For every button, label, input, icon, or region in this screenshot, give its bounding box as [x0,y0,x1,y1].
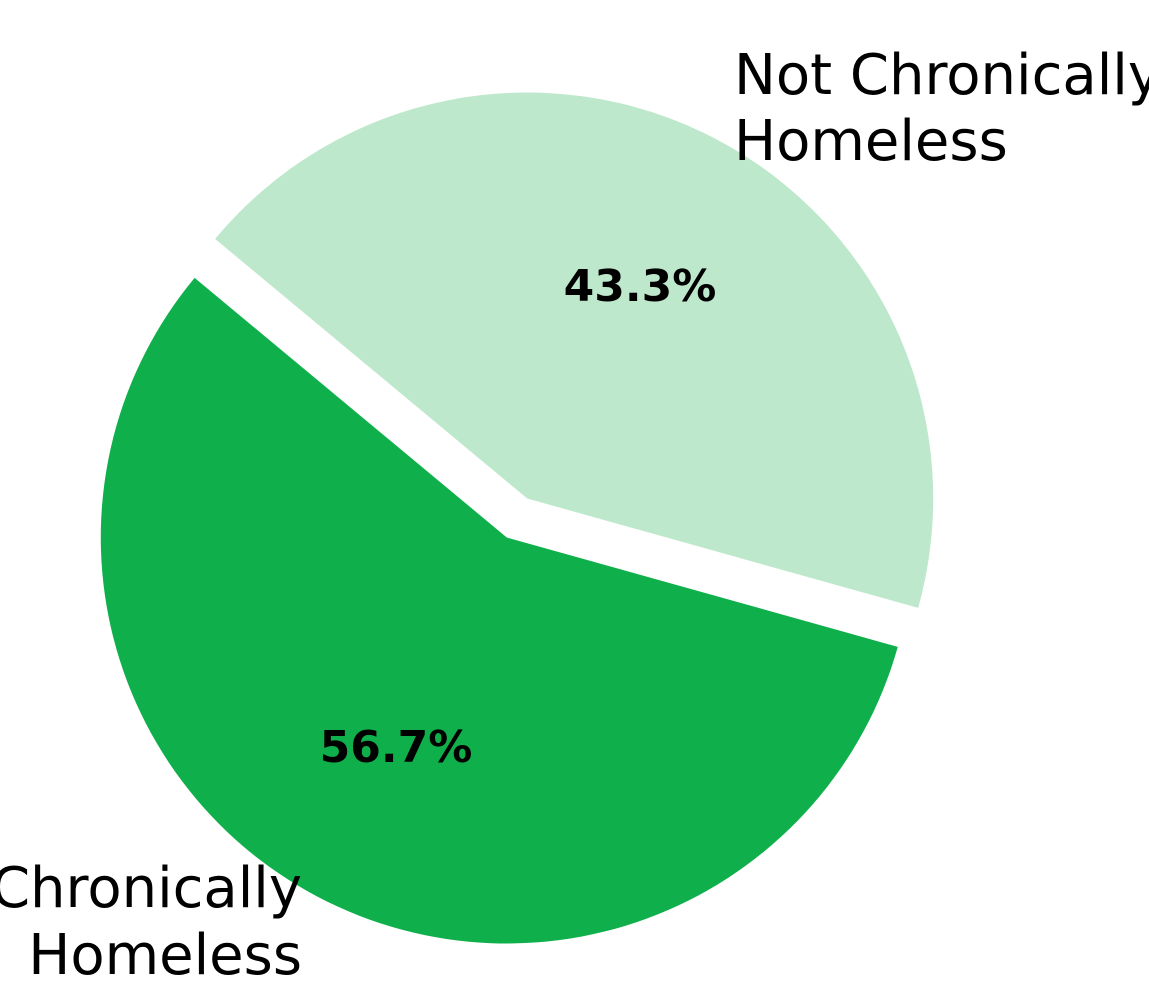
pie-slice-not-chronically-homeless [215,92,934,608]
pie-slice-chronically-homeless [100,277,898,944]
slice-category-label-line: Not Chronically [734,43,1149,108]
slice-category-label-line: Homeless [734,109,1008,174]
slice-category-label: Not Chronically Homeless [734,43,1149,174]
slice-percentage-label: 56.7% [320,722,473,773]
slice-category-label-line: Homeless [28,923,302,988]
pie-slices [100,92,934,944]
slice-category-label: Chronically Homeless [0,856,302,988]
slice-category-label-line: Chronically [0,856,302,921]
slice-percentage-label: 43.3% [564,261,717,312]
